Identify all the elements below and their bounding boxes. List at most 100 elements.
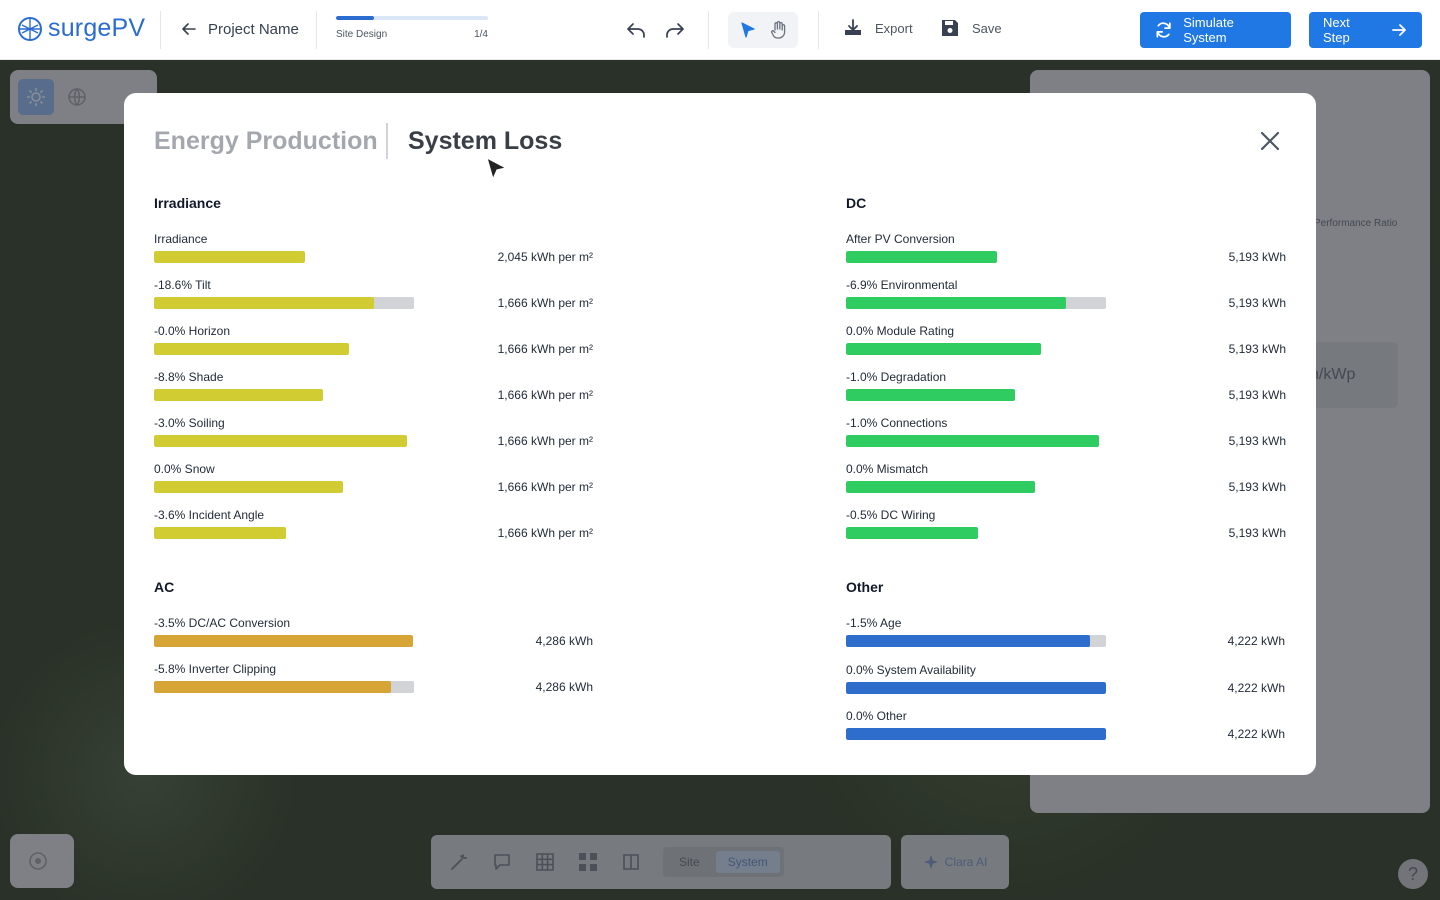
loss-bar-fill [154, 527, 286, 539]
loss-bar-track [846, 681, 1106, 694]
mouse-pointer-icon [486, 157, 507, 180]
save-label: Save [972, 20, 1002, 36]
loss-label: 0.0% System Availability [846, 662, 976, 677]
magic-wand-icon[interactable] [449, 852, 469, 872]
next-step-label: Next Step [1323, 15, 1350, 45]
close-icon[interactable] [1258, 129, 1282, 153]
grid-icon[interactable] [535, 852, 555, 872]
loss-bar-track [154, 681, 414, 693]
system-toggle[interactable]: System [715, 851, 780, 873]
performance-ratio-label: Performance Ratio [1314, 218, 1398, 229]
simulate-system-button[interactable]: Simulate System [1140, 12, 1291, 48]
clara-ai-button[interactable]: Clara AI [901, 835, 1009, 889]
loss-bar-track [154, 343, 414, 355]
loss-bar-track [846, 435, 1106, 447]
pan-tool-button[interactable] [765, 16, 793, 44]
loss-bar-track [846, 635, 1106, 647]
download-icon [845, 19, 861, 35]
loss-value: 5,193 kWh [1228, 388, 1286, 402]
select-tool-button[interactable] [734, 16, 762, 44]
refresh-icon [1156, 22, 1171, 38]
loss-bar-fill [154, 481, 343, 493]
loss-value: 4,222 kWh [1227, 727, 1285, 741]
loss-label: -6.9% Environmental [846, 278, 958, 292]
project-name-button[interactable]: Project Name [180, 20, 299, 38]
tab-divider [386, 123, 388, 159]
loss-bar-track [846, 481, 1106, 493]
sparkle-icon [923, 855, 938, 869]
loss-bar-fill [846, 343, 1041, 355]
redo-icon [666, 23, 684, 38]
step-progress: Site Design 1/4 [336, 16, 488, 40]
surgepv-logo-icon [18, 16, 42, 41]
loss-bar-fill [154, 343, 349, 355]
loss-label: -5.8% Inverter Clipping [154, 662, 277, 676]
loss-label: -3.0% Soiling [154, 416, 225, 430]
loss-value: 5,193 kWh [1228, 250, 1286, 264]
top-bar: surgePV Project Name Site Design 1/4 [0, 0, 1440, 60]
tab-system-loss[interactable]: System Loss [408, 127, 563, 155]
panels-icon[interactable] [577, 851, 599, 873]
site-system-toggle[interactable]: Site System [663, 847, 784, 877]
clara-ai-label: Clara AI [944, 855, 988, 869]
next-step-button[interactable]: Next Step [1309, 12, 1422, 48]
loss-bar-fill [154, 297, 374, 309]
loss-label: -1.5% Age [846, 616, 902, 630]
section-title: AC [154, 579, 175, 595]
loss-value: 1,666 kWh per m² [497, 296, 593, 310]
tab-energy-production[interactable]: Energy Production [154, 127, 378, 155]
loss-bar-track [846, 297, 1106, 309]
loss-value: 4,222 kWh [1227, 680, 1285, 695]
loss-bar-fill [846, 389, 1015, 401]
export-label: Export [875, 20, 913, 36]
simulate-system-label: Simulate System [1183, 15, 1234, 45]
loss-value: 1,666 kWh per m² [497, 388, 593, 402]
logo[interactable]: surgePV [16, 14, 145, 43]
save-button[interactable]: Save [940, 18, 1002, 38]
loss-value: 5,193 kWh [1228, 296, 1286, 310]
map-settings-control[interactable] [10, 834, 74, 888]
frame-icon[interactable] [621, 852, 641, 872]
site-toggle[interactable]: Site [679, 855, 700, 869]
loss-label: -0.0% Horizon [154, 324, 231, 338]
loss-value: 1,666 kWh per m² [497, 434, 593, 448]
loss-bar-track [154, 635, 414, 647]
sun-layer-button[interactable] [18, 79, 54, 115]
loss-value: 5,193 kWh [1228, 434, 1286, 448]
section-title: Other [846, 579, 884, 595]
arrow-right-icon [1392, 24, 1406, 36]
loss-value: 5,193 kWh [1228, 342, 1286, 356]
loss-label: -18.6% Tilt [154, 278, 211, 292]
yield-unit: h/kWp [1310, 366, 1356, 383]
undo-button[interactable] [623, 17, 649, 43]
loss-label: 0.0% Mismatch [846, 462, 929, 476]
undo-icon [627, 23, 645, 38]
globe-icon[interactable] [66, 86, 88, 108]
loss-bar-track [846, 389, 1106, 401]
redo-button[interactable] [662, 17, 688, 43]
loss-bar-fill [846, 681, 1106, 694]
logo-text: surgePV [48, 14, 146, 42]
loss-bar-fill [846, 635, 1090, 647]
loss-label: -8.8% Shade [154, 370, 224, 384]
loss-label: Irradiance [154, 232, 208, 246]
comment-icon[interactable] [491, 851, 513, 873]
loss-value: 4,222 kWh [1227, 634, 1285, 648]
loss-bar-track [154, 297, 414, 309]
save-icon [942, 20, 958, 36]
sun-icon [27, 88, 45, 106]
tool-group [728, 12, 798, 48]
section-title: DC [846, 195, 867, 211]
loss-label: 0.0% Snow [154, 462, 215, 476]
target-icon [29, 852, 47, 870]
loss-value: 2,045 kWh per m² [497, 250, 593, 264]
loss-label: -3.6% Incident Angle [154, 508, 265, 522]
section-title: Irradiance [154, 195, 221, 211]
loss-bar-track [846, 728, 1106, 740]
export-button[interactable]: Export [843, 18, 913, 38]
loss-label: -1.0% Degradation [846, 370, 947, 384]
help-button[interactable]: ? [1398, 859, 1428, 889]
progress-label: Site Design [336, 29, 388, 40]
progress-step: 1/4 [474, 29, 488, 40]
loss-bar-track [846, 251, 1106, 263]
